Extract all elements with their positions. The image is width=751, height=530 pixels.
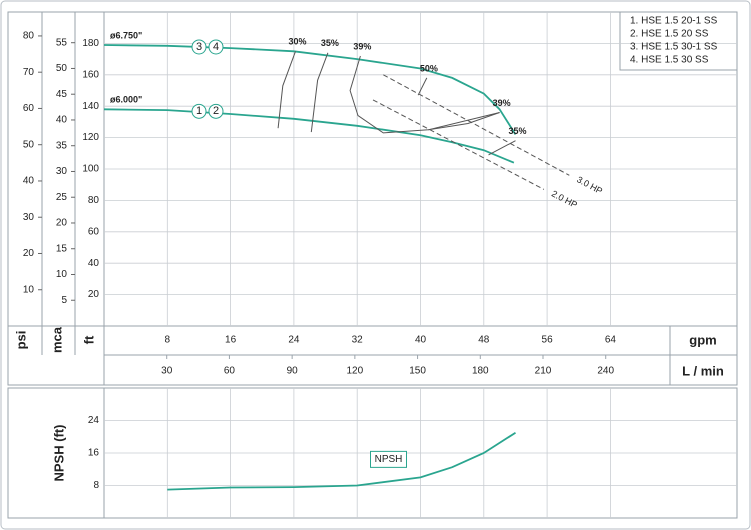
label-box xyxy=(370,450,407,468)
y-tick-label: 60 xyxy=(88,226,100,237)
x2-tick-label: 210 xyxy=(535,366,552,377)
x2-tick-label: 180 xyxy=(472,366,489,377)
y-tick-label: 20 xyxy=(88,289,100,300)
curve-label: ø6.000" xyxy=(110,95,142,105)
legend-entry: 2. HSE 1.5 20 SS xyxy=(630,29,709,40)
efficiency-label: 35% xyxy=(321,38,339,48)
curve-tag: 1 xyxy=(196,105,202,117)
axis-label: ft xyxy=(81,335,96,344)
y-tick-label: 80 xyxy=(88,195,100,206)
y3-tick-label: 40 xyxy=(23,176,35,187)
y2-tick-label: 15 xyxy=(56,243,68,254)
curve xyxy=(488,140,516,156)
legend-entry: 3. HSE 1.5 30-1 SS xyxy=(630,42,718,53)
curve xyxy=(372,99,545,190)
efficiency-label: 39% xyxy=(353,41,371,51)
y2-tick-label: 5 xyxy=(61,295,67,306)
y3-tick-label: 70 xyxy=(23,67,35,78)
y3-tick-label: 80 xyxy=(23,31,35,42)
x2-tick-label: 30 xyxy=(161,366,173,377)
x-tick-label: 16 xyxy=(225,335,237,346)
axis-label: mca xyxy=(49,326,64,353)
x-tick-label: 40 xyxy=(415,335,427,346)
y-tick-label: 120 xyxy=(82,132,99,143)
axis-label: gpm xyxy=(689,332,716,347)
legend-entry: 4. HSE 1.5 30 SS xyxy=(630,55,709,66)
curve xyxy=(167,431,516,491)
x2-tick-label: 150 xyxy=(409,366,426,377)
y3-tick-label: 10 xyxy=(23,284,35,295)
y2-tick-label: 50 xyxy=(56,63,68,74)
y2-tick-label: 40 xyxy=(56,115,68,126)
curve xyxy=(310,52,329,133)
legend-entry: 1. HSE 1.5 20-1 SS xyxy=(630,16,718,27)
upper-frame xyxy=(7,11,738,386)
curve xyxy=(383,74,570,176)
y-tick-label: 16 xyxy=(88,448,100,459)
curve xyxy=(417,77,428,96)
y2-tick-label: 30 xyxy=(56,166,68,177)
y2-tick-label: 25 xyxy=(56,192,68,203)
curve xyxy=(428,112,500,131)
curve-tag-circle xyxy=(191,39,207,55)
x-tick-label: 64 xyxy=(605,335,617,346)
y3-tick-label: 50 xyxy=(23,139,35,150)
curve xyxy=(277,51,296,129)
curve xyxy=(349,55,500,134)
y-tick-label: 140 xyxy=(82,101,99,112)
y-tick-label: 24 xyxy=(88,415,100,426)
x2-tick-label: 120 xyxy=(347,366,364,377)
y-tick-label: 100 xyxy=(82,164,99,175)
legend-box xyxy=(619,11,738,71)
x-tick-label: 32 xyxy=(352,335,364,346)
curve xyxy=(103,108,515,164)
y2-tick-label: 20 xyxy=(56,218,68,229)
efficiency-label: 50% xyxy=(420,63,438,73)
y2-tick-label: 55 xyxy=(56,37,68,48)
y2-tick-label: 45 xyxy=(56,89,68,100)
y-tick-label: 160 xyxy=(82,69,99,80)
efficiency-label: 39% xyxy=(493,98,511,108)
y-tick-label: 180 xyxy=(82,38,99,49)
curve-label: ø6.750" xyxy=(110,30,142,40)
axis-label: psi xyxy=(13,331,28,350)
y-tick-label: 40 xyxy=(88,258,100,269)
curve-label: NPSH xyxy=(375,454,403,465)
x-tick-label: 24 xyxy=(288,335,300,346)
curve-tag-circle xyxy=(208,39,224,55)
efficiency-label: 35% xyxy=(508,126,526,136)
y3-tick-label: 60 xyxy=(23,103,35,114)
y3-tick-label: 20 xyxy=(23,248,35,259)
axis-label: L / min xyxy=(682,363,724,378)
x-tick-label: 8 xyxy=(165,335,171,346)
y2-tick-label: 35 xyxy=(56,140,68,151)
efficiency-label: 30% xyxy=(288,37,306,47)
y-tick-label: 8 xyxy=(93,480,99,491)
x2-tick-label: 90 xyxy=(287,366,299,377)
x2-tick-label: 60 xyxy=(224,366,236,377)
axis-label: NPSH (ft) xyxy=(51,424,66,481)
curve-tag: 3 xyxy=(196,41,202,53)
x-tick-label: 56 xyxy=(542,335,554,346)
curve-tag-circle xyxy=(208,103,224,119)
curve-tag-circle xyxy=(191,103,207,119)
curve-tag: 4 xyxy=(213,41,219,53)
curve-tag: 2 xyxy=(213,105,219,117)
y2-tick-label: 10 xyxy=(56,269,68,280)
x-tick-label: 48 xyxy=(478,335,490,346)
y3-tick-label: 30 xyxy=(23,212,35,223)
x2-tick-label: 240 xyxy=(597,366,614,377)
